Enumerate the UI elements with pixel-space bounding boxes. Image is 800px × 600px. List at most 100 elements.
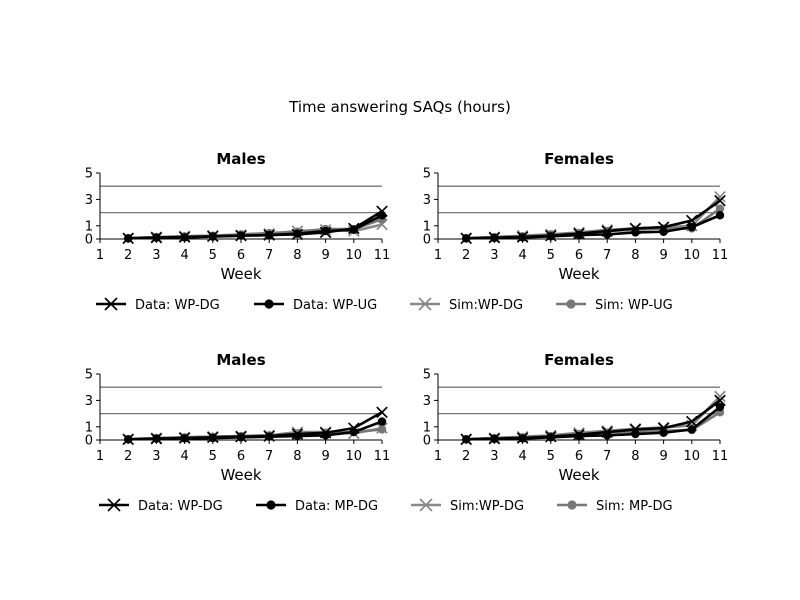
y-tick-label: 0 [85,233,93,248]
x-tick-label: 9 [659,248,667,263]
x-tick-label: 3 [490,449,498,464]
data-point [265,230,274,240]
legend-label: Data: WP-DG [135,298,220,313]
x-tick-label: 10 [684,449,701,464]
data-point [687,425,696,434]
x-axis-label: Week [220,265,261,283]
y-tick-label: 1 [85,219,93,234]
y-tick-label: 3 [423,394,431,409]
legend-label: Sim:WP-DG [449,298,523,313]
x-tick-label: 5 [547,449,555,464]
chart-panel-1: Males 01 3 5 1 2 3 4 5 6 7 8 9 10 11 Week [85,150,391,283]
data-point [462,435,471,444]
x-axis-label: Week [558,265,599,283]
y-tick-label: 1 [85,420,93,435]
x-tick-label: 2 [124,449,132,464]
y-tick-label: 3 [423,193,431,208]
data-point [546,433,555,442]
legend-marker [264,299,274,309]
x-tick-label: 4 [180,248,188,263]
data-point [631,228,640,237]
x-tick-label: 9 [659,449,667,464]
data-point [180,233,189,242]
x-axis-label: Week [220,466,261,484]
x-tick-label: 11 [712,248,729,263]
data-point [603,431,612,440]
data-point [377,417,387,426]
x-tick-label: 7 [265,248,273,263]
x-tick-label: 8 [631,449,639,464]
x-tick-label: 3 [152,248,160,263]
x-tick-label: 9 [321,449,329,464]
figure-title: Time answering SAQs (hours) [289,98,511,116]
x-tick-label: 1 [96,248,104,263]
x-tick-label: 7 [603,248,611,263]
legend-marker [418,297,432,311]
x-tick-label: 7 [603,449,611,464]
data-point [715,211,725,220]
panel-title: Females [544,351,614,369]
x-tick-label: 4 [180,449,188,464]
data-point [349,225,358,234]
data-point [518,434,527,443]
x-tick-label: 4 [518,248,526,263]
x-tick-label: 2 [462,449,470,464]
data-point [321,431,330,440]
legend-marker [566,299,576,309]
y-tick-label: 5 [423,167,431,182]
x-tick-label: 5 [209,449,217,464]
x-tick-label: 8 [293,449,301,464]
chart-panel-4: Females 01 3 5 1 2 3 4 5 6 7 8 9 10 11 Week [423,351,729,484]
data-point [518,233,527,242]
data-point [377,211,387,220]
x-tick-label: 2 [124,248,132,263]
data-point [714,194,726,207]
x-tick-label: 8 [293,248,301,263]
chart-panel-3: Males 01 3 5 1 2 3 4 5 6 7 8 9 10 11 Week [85,351,391,484]
series-line [128,214,383,240]
legend-label: Data: MP-DG [295,499,378,514]
data-point [152,434,161,443]
legend-label: Data: WP-DG [138,499,223,514]
data-point [152,233,161,242]
panel-title: Males [216,351,265,369]
data-point [574,431,584,441]
data-point [687,222,696,232]
legend-label: Data: WP-UG [293,298,377,313]
x-tick-label: 1 [434,449,442,464]
data-point [321,226,330,236]
y-tick-label: 3 [85,394,93,409]
x-tick-label: 1 [434,248,442,263]
series-line [466,405,721,441]
data-point [603,230,612,239]
data-point [265,432,274,441]
x-tick-label: 11 [712,449,729,464]
data-point [546,232,555,241]
x-tick-label: 2 [462,248,470,263]
y-tick-label: 0 [423,434,431,449]
y-tick-label: 0 [85,434,93,449]
data-point [349,427,358,437]
data-point [490,434,499,444]
legend-marker [567,500,577,510]
data-point [124,435,133,444]
x-tick-label: 6 [237,449,245,464]
data-point [462,234,471,243]
x-tick-label: 3 [490,248,498,263]
chart-panel-2: Females 01 3 5 1 2 3 4 5 6 7 8 9 10 11 Week [423,150,729,283]
x-tick-label: 6 [237,248,245,263]
data-point [293,229,302,238]
data-point [293,431,302,441]
series-line [128,420,383,441]
x-tick-label: 7 [265,449,273,464]
data-point [631,429,640,439]
x-tick-label: 10 [346,248,363,263]
x-tick-label: 4 [518,449,526,464]
data-point [685,214,698,227]
x-tick-label: 10 [346,449,363,464]
data-point [208,232,217,241]
series-line [466,199,721,240]
legend-2: Data: WP-DG Data: MP-DG Sim:WP-DG Sim: MP-D… [99,498,673,514]
legend-label: Sim: MP-DG [596,499,673,514]
